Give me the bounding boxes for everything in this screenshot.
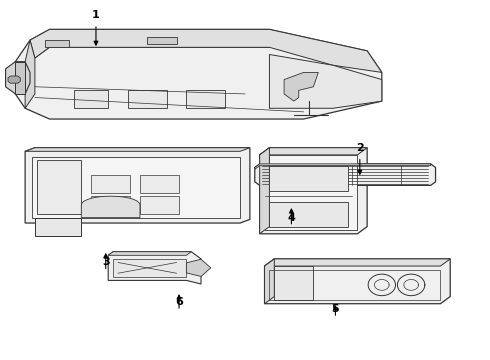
- Polygon shape: [260, 148, 367, 155]
- Bar: [270, 202, 347, 226]
- Polygon shape: [147, 37, 176, 44]
- Polygon shape: [25, 148, 250, 223]
- Bar: [140, 175, 179, 193]
- Polygon shape: [15, 30, 382, 119]
- Polygon shape: [81, 196, 140, 218]
- Bar: [140, 196, 179, 214]
- Bar: [91, 196, 130, 214]
- Text: 3: 3: [102, 257, 110, 267]
- Polygon shape: [186, 259, 211, 276]
- Polygon shape: [35, 218, 81, 235]
- Polygon shape: [284, 72, 318, 101]
- Polygon shape: [15, 62, 25, 94]
- Bar: [32, 157, 240, 218]
- Polygon shape: [260, 148, 367, 234]
- Polygon shape: [270, 54, 382, 108]
- Text: 1: 1: [92, 10, 100, 20]
- Polygon shape: [108, 252, 201, 284]
- Bar: [37, 160, 81, 214]
- Polygon shape: [108, 252, 191, 255]
- Polygon shape: [255, 164, 436, 185]
- Text: 6: 6: [175, 297, 183, 307]
- Polygon shape: [265, 259, 450, 266]
- Polygon shape: [30, 30, 382, 72]
- Text: 2: 2: [356, 143, 364, 153]
- Bar: [113, 259, 186, 277]
- Bar: [270, 270, 441, 300]
- Polygon shape: [255, 164, 431, 169]
- Bar: [274, 266, 314, 300]
- Polygon shape: [8, 76, 20, 83]
- Polygon shape: [186, 90, 225, 108]
- Text: 4: 4: [288, 213, 295, 222]
- Polygon shape: [25, 40, 35, 108]
- Polygon shape: [265, 259, 450, 304]
- Polygon shape: [128, 90, 167, 108]
- Polygon shape: [45, 40, 69, 47]
- Polygon shape: [25, 148, 250, 151]
- Bar: [265, 155, 357, 230]
- Polygon shape: [5, 62, 30, 94]
- Bar: [270, 166, 347, 191]
- Polygon shape: [260, 148, 270, 234]
- Polygon shape: [74, 90, 108, 108]
- Text: 5: 5: [332, 304, 339, 314]
- Bar: [91, 175, 130, 193]
- Polygon shape: [265, 259, 274, 304]
